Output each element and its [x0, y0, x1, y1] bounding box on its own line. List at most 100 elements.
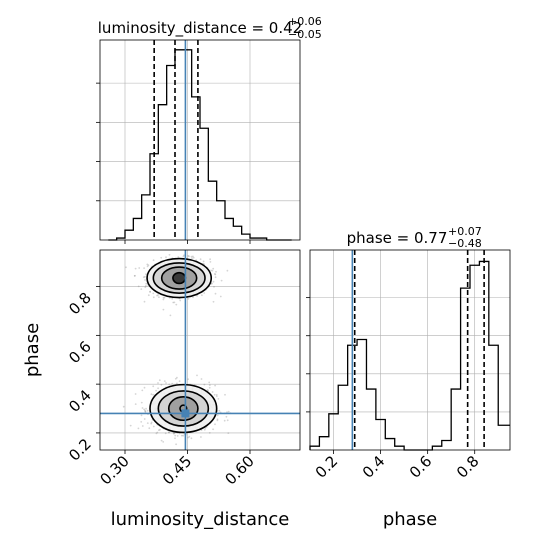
joint-y-ticks: 0.2 0.4 0.6 0.8 [65, 286, 100, 465]
sample-point [187, 255, 190, 257]
joint-ytick-label-0: 0.2 [65, 435, 95, 465]
ph-hist-step-line [309, 260, 510, 451]
sample-point [155, 432, 158, 435]
sample-point [152, 385, 155, 388]
ph-hist-bars [309, 260, 510, 451]
sample-point [187, 378, 190, 381]
sample-point [202, 260, 205, 263]
sample-point [146, 409, 149, 412]
ph-xtick-label-2: 0.6 [406, 452, 436, 482]
sample-point [188, 255, 190, 258]
sample-point [152, 259, 155, 262]
sample-point [215, 270, 217, 273]
sample-point [162, 308, 165, 311]
sample-point [226, 419, 229, 422]
contour-0-3 [146, 257, 213, 299]
joint-frame [99, 249, 301, 451]
ld-hist-frame [99, 39, 301, 241]
sample-point [215, 394, 218, 396]
sample-point [209, 261, 212, 263]
joint-xtick-label-2: 0.60 [221, 452, 257, 488]
sample-point [133, 275, 136, 277]
sample-point [225, 415, 228, 418]
sample-point [215, 395, 218, 398]
sample-point [226, 269, 229, 272]
sample-point [144, 411, 147, 413]
sample-point [219, 295, 222, 298]
sample-point [163, 380, 166, 382]
sample-point [144, 286, 147, 289]
sample-point [152, 393, 155, 396]
sample-point [172, 301, 175, 304]
phase-histogram-panel: 0.2 0.4 0.6 0.8 phase = 0.77 +0.07 −0.48 ph… [306, 225, 511, 530]
sample-point [152, 296, 155, 299]
joint-x-ticks: 0.30 0.45 0.60 [96, 450, 258, 488]
sample-point [137, 285, 140, 288]
sample-point [165, 382, 167, 384]
sample-point [162, 296, 165, 299]
sample-point [176, 376, 178, 379]
sample-point [142, 276, 145, 279]
sample-point [159, 428, 161, 431]
sample-point [175, 443, 178, 446]
contour-1-1 [167, 396, 199, 422]
sample-point [173, 432, 176, 435]
sample-point [146, 265, 149, 268]
ld-hist-y-ticks [96, 82, 251, 244]
sample-point [147, 264, 150, 267]
truth-marker [181, 409, 190, 418]
joint-ytick-label-3: 0.8 [65, 289, 95, 319]
sample-point [217, 398, 220, 400]
sample-point [143, 300, 146, 303]
sample-point [149, 290, 152, 293]
sample-point [214, 423, 216, 426]
sample-point [223, 419, 226, 422]
sample-point [160, 383, 163, 386]
sample-point [172, 247, 174, 249]
sample-point [122, 405, 125, 408]
sample-point [173, 301, 176, 304]
ph-hist-title: phase = 0.77 [347, 229, 448, 247]
sample-point [143, 386, 146, 389]
joint-xtick-label-0: 0.30 [96, 452, 132, 488]
ld-hist-title-sup: +0.06 [288, 15, 322, 28]
sample-point [176, 382, 178, 385]
sample-point [157, 387, 160, 390]
sample-point [218, 409, 221, 412]
sample-point [203, 383, 206, 386]
sample-point [212, 267, 215, 270]
sample-point [169, 314, 172, 317]
sample-point [140, 421, 143, 423]
sample-point [141, 425, 144, 427]
sample-point [162, 441, 165, 443]
sample-point [213, 393, 216, 396]
sample-point [174, 437, 176, 440]
sample-point [158, 296, 160, 298]
sample-point [160, 256, 163, 259]
sample-point [141, 407, 144, 409]
sample-point [140, 401, 143, 404]
luminosity-distance-histogram-panel: luminosity_distance = 0.42 +0.06 −0.05 [96, 15, 322, 244]
sample-point [210, 282, 213, 285]
sample-point [138, 267, 141, 269]
sample-point [150, 422, 153, 425]
sample-point [129, 424, 132, 427]
ld-hist-quantile-lines [153, 40, 199, 240]
contour-1-3 [149, 383, 218, 434]
sample-point [164, 432, 167, 435]
ld-hist-step-line [108, 49, 292, 241]
ph-xtick-label-0: 0.2 [312, 452, 342, 482]
sample-point [204, 427, 207, 430]
sample-point [212, 428, 215, 431]
sample-point [168, 253, 171, 256]
sample-point [214, 273, 217, 276]
sample-point [211, 391, 214, 393]
sample-point [208, 384, 211, 386]
joint-ytick-label-1: 0.4 [65, 386, 95, 416]
sample-point [140, 288, 143, 290]
ph-hist-frame [309, 249, 511, 451]
sample-point [182, 434, 185, 437]
sample-point [145, 407, 148, 410]
sample-point [190, 437, 193, 440]
